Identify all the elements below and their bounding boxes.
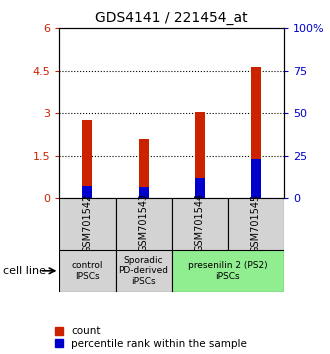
Text: cell line: cell line	[3, 266, 46, 276]
Text: GSM701543: GSM701543	[139, 193, 148, 252]
Bar	[195, 178, 205, 198]
Bar	[59, 250, 116, 292]
Bar	[139, 187, 148, 198]
Bar	[251, 67, 261, 198]
Title: GDS4141 / 221454_at: GDS4141 / 221454_at	[95, 11, 248, 24]
Text: GSM701545: GSM701545	[251, 193, 261, 252]
Bar	[228, 198, 284, 250]
Bar	[195, 112, 205, 198]
Text: control
IPSCs: control IPSCs	[72, 261, 103, 280]
Bar	[82, 120, 92, 198]
Text: presenilin 2 (PS2)
iPSCs: presenilin 2 (PS2) iPSCs	[188, 261, 268, 280]
Bar	[251, 159, 261, 198]
Bar	[59, 198, 116, 250]
Text: GSM701542: GSM701542	[82, 193, 92, 252]
Text: GSM701544: GSM701544	[195, 193, 205, 252]
Bar	[139, 139, 148, 198]
Legend: count, percentile rank within the sample: count, percentile rank within the sample	[55, 326, 247, 349]
Bar	[115, 250, 172, 292]
Bar	[172, 198, 228, 250]
Bar	[82, 186, 92, 198]
Text: Sporadic
PD-derived
iPSCs: Sporadic PD-derived iPSCs	[118, 256, 169, 286]
Bar	[172, 250, 284, 292]
Bar	[115, 198, 172, 250]
